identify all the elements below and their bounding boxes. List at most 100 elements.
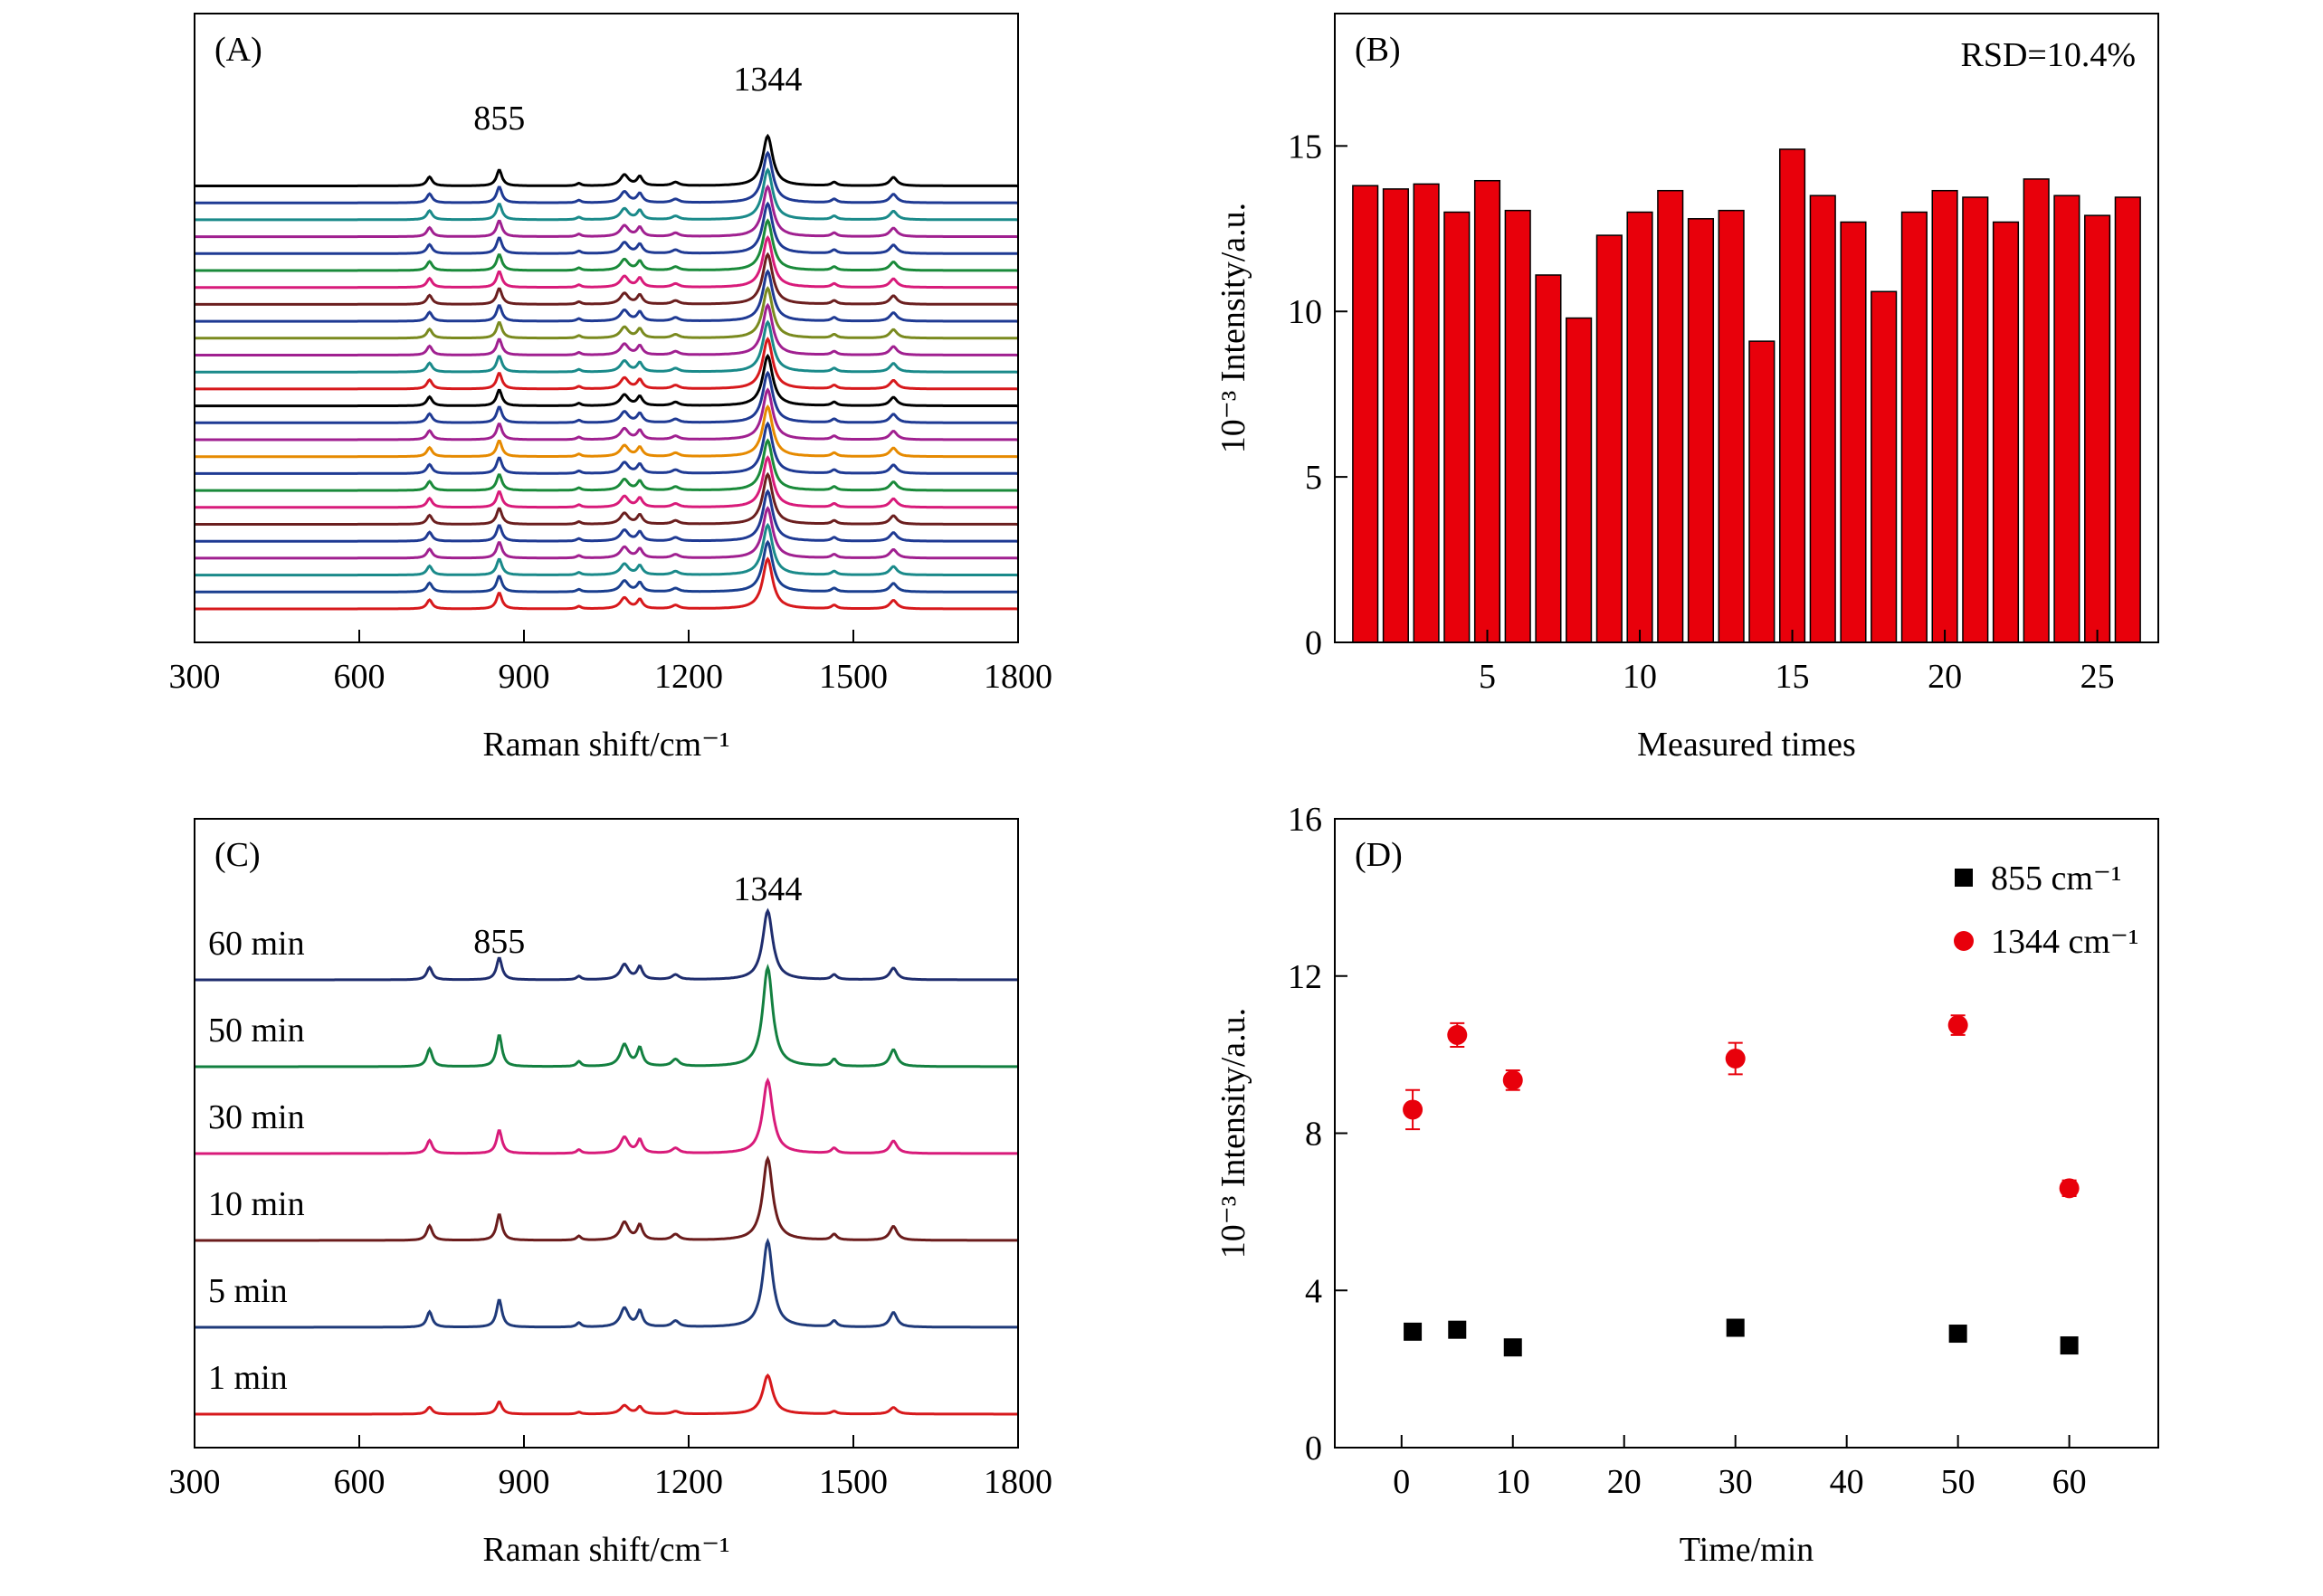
panel-c-label: (C) (214, 836, 261, 874)
panel-b-label: (B) (1355, 31, 1401, 69)
panel-a-peak-label-855: 855 (473, 100, 525, 138)
panel-b-x-tick-label: 25 (2080, 658, 2115, 696)
panel-b-bar (1413, 183, 1440, 643)
panel-a-spectrum-line (195, 455, 1018, 509)
panel-d-x-tick-label: 50 (1941, 1463, 1976, 1501)
panel-d-frame (1334, 818, 2159, 1449)
panel-b-bars (1352, 148, 2141, 643)
panel-a-x-ticks: 300 600 900 1200 1500 1800 (169, 630, 1052, 696)
panel-c-spectrum-line (195, 1373, 1018, 1416)
panel-b-bar (1809, 195, 1836, 643)
panel-d-point-circle (1947, 1015, 1968, 1036)
panel-b-y-axis-label: 10⁻³ Intensity/a.u. (1214, 203, 1252, 453)
panel-a-spectrum-line (195, 150, 1018, 204)
panel-b-bar (1962, 196, 1989, 643)
panel-b-bar (1443, 211, 1471, 643)
panel-d-x-axis-label: Time/min (1680, 1531, 1814, 1569)
panel-c-spectrum-line (195, 1155, 1018, 1242)
panel-a-spectrum-line (195, 269, 1018, 323)
panel-a-spectrum-line (195, 234, 1018, 290)
panel-a-spectra (195, 133, 1018, 611)
panel-b-bar (1566, 317, 1593, 643)
panel-a-x-tick-label: 1800 (984, 658, 1052, 696)
panel-d-point-circle (1447, 1024, 1468, 1045)
panel-b-bar (1657, 189, 1684, 643)
panel-a-spectrum-line (195, 337, 1018, 391)
panel-c-x-tick-label: 600 (334, 1463, 386, 1501)
panel-b-bar (2053, 195, 2080, 643)
panel-d-x-tick-label: 40 (1830, 1463, 1864, 1501)
panel-b-bar (1748, 340, 1776, 643)
panel-b-x-tick-label: 20 (1928, 658, 1962, 696)
panel-a-peak-label-1344: 1344 (733, 61, 802, 99)
panel-a-frame (194, 13, 1019, 643)
panel-a: 300 600 900 1200 1500 1800 (A) 855 1344 Raman… (169, 13, 1052, 764)
panel-d-y-tick-label: 8 (1305, 1116, 1322, 1154)
panel-b-x-axis-label: Measured times (1637, 726, 1856, 764)
panel-b-bar (1352, 185, 1379, 643)
panel-b-ticks: 5 10 15 20 25 0 5 10 15 (1288, 128, 2115, 696)
panel-b-bar (1382, 188, 1409, 643)
panel-b: 5 10 15 20 25 0 5 10 15 (B) RSD=10.4% Measured t… (1214, 13, 2159, 764)
panel-c-series-label: 10 min (208, 1185, 305, 1223)
panel-b-y-tick-label: 0 (1305, 624, 1322, 662)
panel-b-rsd-annotation: RSD=10.4% (1960, 36, 2136, 74)
panel-d-label: (D) (1355, 836, 1403, 874)
panel-a-spectrum-line (195, 539, 1018, 594)
panel-d-ticks: 0 10 20 30 40 50 60 0 4 8 12 16 (1288, 801, 2087, 1501)
panel-a-spectrum-line (195, 302, 1018, 356)
panel-b-bar (1595, 234, 1623, 643)
panel-b-bar (1871, 290, 1898, 643)
panel-b-bar (1504, 209, 1531, 643)
panel-c-series-labels: 1 min 5 min 10 min 30 min 50 min 60 min (208, 925, 305, 1397)
panel-d-y-tick-label: 12 (1288, 958, 1322, 996)
panel-c-spectrum-line (195, 1077, 1018, 1155)
panel-a-spectrum-line (195, 421, 1018, 475)
panel-d-legend: 855 cm⁻¹ 1344 cm⁻¹ (1954, 860, 2138, 961)
panel-c-x-tick-label: 900 (499, 1463, 550, 1501)
panel-a-spectrum-line (195, 286, 1018, 340)
panel-d-point-circle (1403, 1099, 1423, 1120)
panel-d-point-circle (1502, 1069, 1523, 1090)
panel-b-x-tick-label: 15 (1776, 658, 1810, 696)
panel-d-point-circle (2059, 1178, 2080, 1199)
panel-d-x-tick-label: 0 (1393, 1463, 1410, 1501)
panel-b-bar (1718, 209, 1745, 643)
panel-b-bar (2114, 196, 2141, 643)
panel-a-spectrum-line (195, 133, 1018, 187)
panel-c-frame (194, 818, 1019, 1449)
panel-a-spectrum-line (195, 471, 1018, 526)
panel-b-bar (2084, 214, 2111, 643)
panel-b-y-tick-label: 10 (1288, 293, 1322, 331)
panel-a-spectrum-line (195, 506, 1018, 560)
panel-a-spectrum-line (195, 353, 1018, 408)
panel-c-peak-label-1344: 1344 (733, 870, 802, 908)
panel-b-bar (1931, 189, 1958, 643)
panel-c-x-tick-label: 1200 (654, 1463, 723, 1501)
panel-d-y-axis-label: 10⁻³ Intensity/a.u. (1214, 1008, 1252, 1259)
panel-a-spectrum-line (195, 319, 1018, 374)
panel-b-bar (1900, 211, 1928, 643)
panel-a-spectrum-line (195, 252, 1018, 306)
panel-a-label: (A) (214, 31, 262, 69)
panel-c-spectrum-line (195, 1237, 1018, 1329)
panel-b-bar (1778, 148, 1806, 643)
panel-d-point-square (1503, 1338, 1522, 1357)
panel-a-spectrum-line (195, 387, 1018, 442)
panel-a-spectrum-line (195, 438, 1018, 492)
panel-b-bar (1473, 179, 1501, 643)
panel-c-series-label: 50 min (208, 1012, 305, 1050)
panel-a-spectrum-line (195, 167, 1018, 222)
panel-a-spectrum-line (195, 522, 1018, 577)
panel-c: 300 600 900 1200 1500 1800 1 min 5 min 10 min 30… (169, 818, 1052, 1569)
panel-a-spectrum-line (195, 556, 1018, 611)
panel-c-peak-label-855: 855 (473, 923, 525, 961)
panel-a-x-axis-label: Raman shift/cm⁻¹ (482, 726, 729, 764)
panel-d-point-square (1404, 1322, 1423, 1341)
panel-b-bar (1840, 221, 1867, 643)
panel-a-spectrum-line (195, 218, 1018, 272)
panel-a-x-tick-label: 1200 (654, 658, 723, 696)
panel-c-x-ticks: 300 600 900 1200 1500 1800 (169, 1435, 1052, 1501)
panel-c-spectra (195, 907, 1018, 1416)
